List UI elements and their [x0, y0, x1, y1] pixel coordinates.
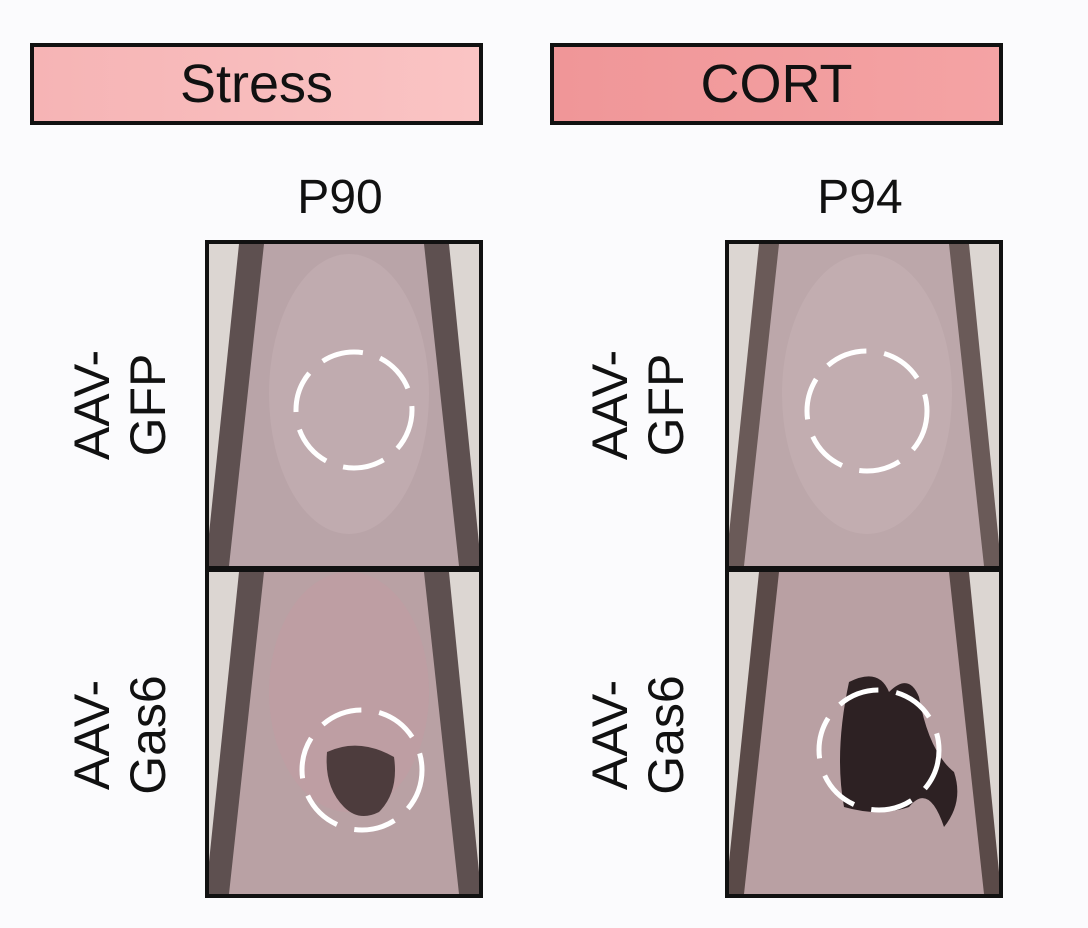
row-label-line1: AAV-: [64, 349, 120, 461]
row-label-line1: AAV-: [64, 679, 120, 791]
mouse-back-image: [209, 572, 479, 894]
row-label-gfp-left: AAV- GFP: [64, 255, 176, 555]
mouse-back-image: [209, 244, 479, 566]
condition-header-cort: CORT: [550, 43, 1003, 125]
dashed-circle-marker: [293, 349, 415, 471]
hair-regrowth-patch: [840, 676, 958, 827]
row-label-gas6-right: AAV- Gas6: [582, 585, 694, 885]
hair-regrowth-patch: [326, 745, 395, 816]
photo-stress-gfp: [205, 240, 483, 570]
photo-cort-gfp: [725, 240, 1003, 570]
row-label-line1: AAV-: [582, 679, 638, 791]
row-label-line2: Gas6: [638, 675, 694, 795]
mouse-back-image: [729, 572, 999, 894]
row-label-line2: GFP: [638, 353, 694, 457]
row-label-gas6-left: AAV- Gas6: [64, 585, 176, 885]
row-label-gfp-right: AAV- GFP: [582, 255, 694, 555]
timepoint-label-cort: P94: [817, 171, 903, 224]
row-label-line1: AAV-: [582, 349, 638, 461]
dashed-circle-marker: [804, 348, 930, 474]
dashed-circle-marker: [816, 687, 942, 813]
row-label-line2: Gas6: [120, 675, 176, 795]
dashed-circle-marker: [299, 707, 425, 833]
condition-header-stress: Stress: [30, 43, 483, 125]
photo-stress-gas6: [205, 568, 483, 898]
mouse-back-image: [729, 244, 999, 566]
row-label-line2: GFP: [120, 353, 176, 457]
timepoint-label-stress: P90: [297, 171, 383, 224]
photo-cort-gas6: [725, 568, 1003, 898]
